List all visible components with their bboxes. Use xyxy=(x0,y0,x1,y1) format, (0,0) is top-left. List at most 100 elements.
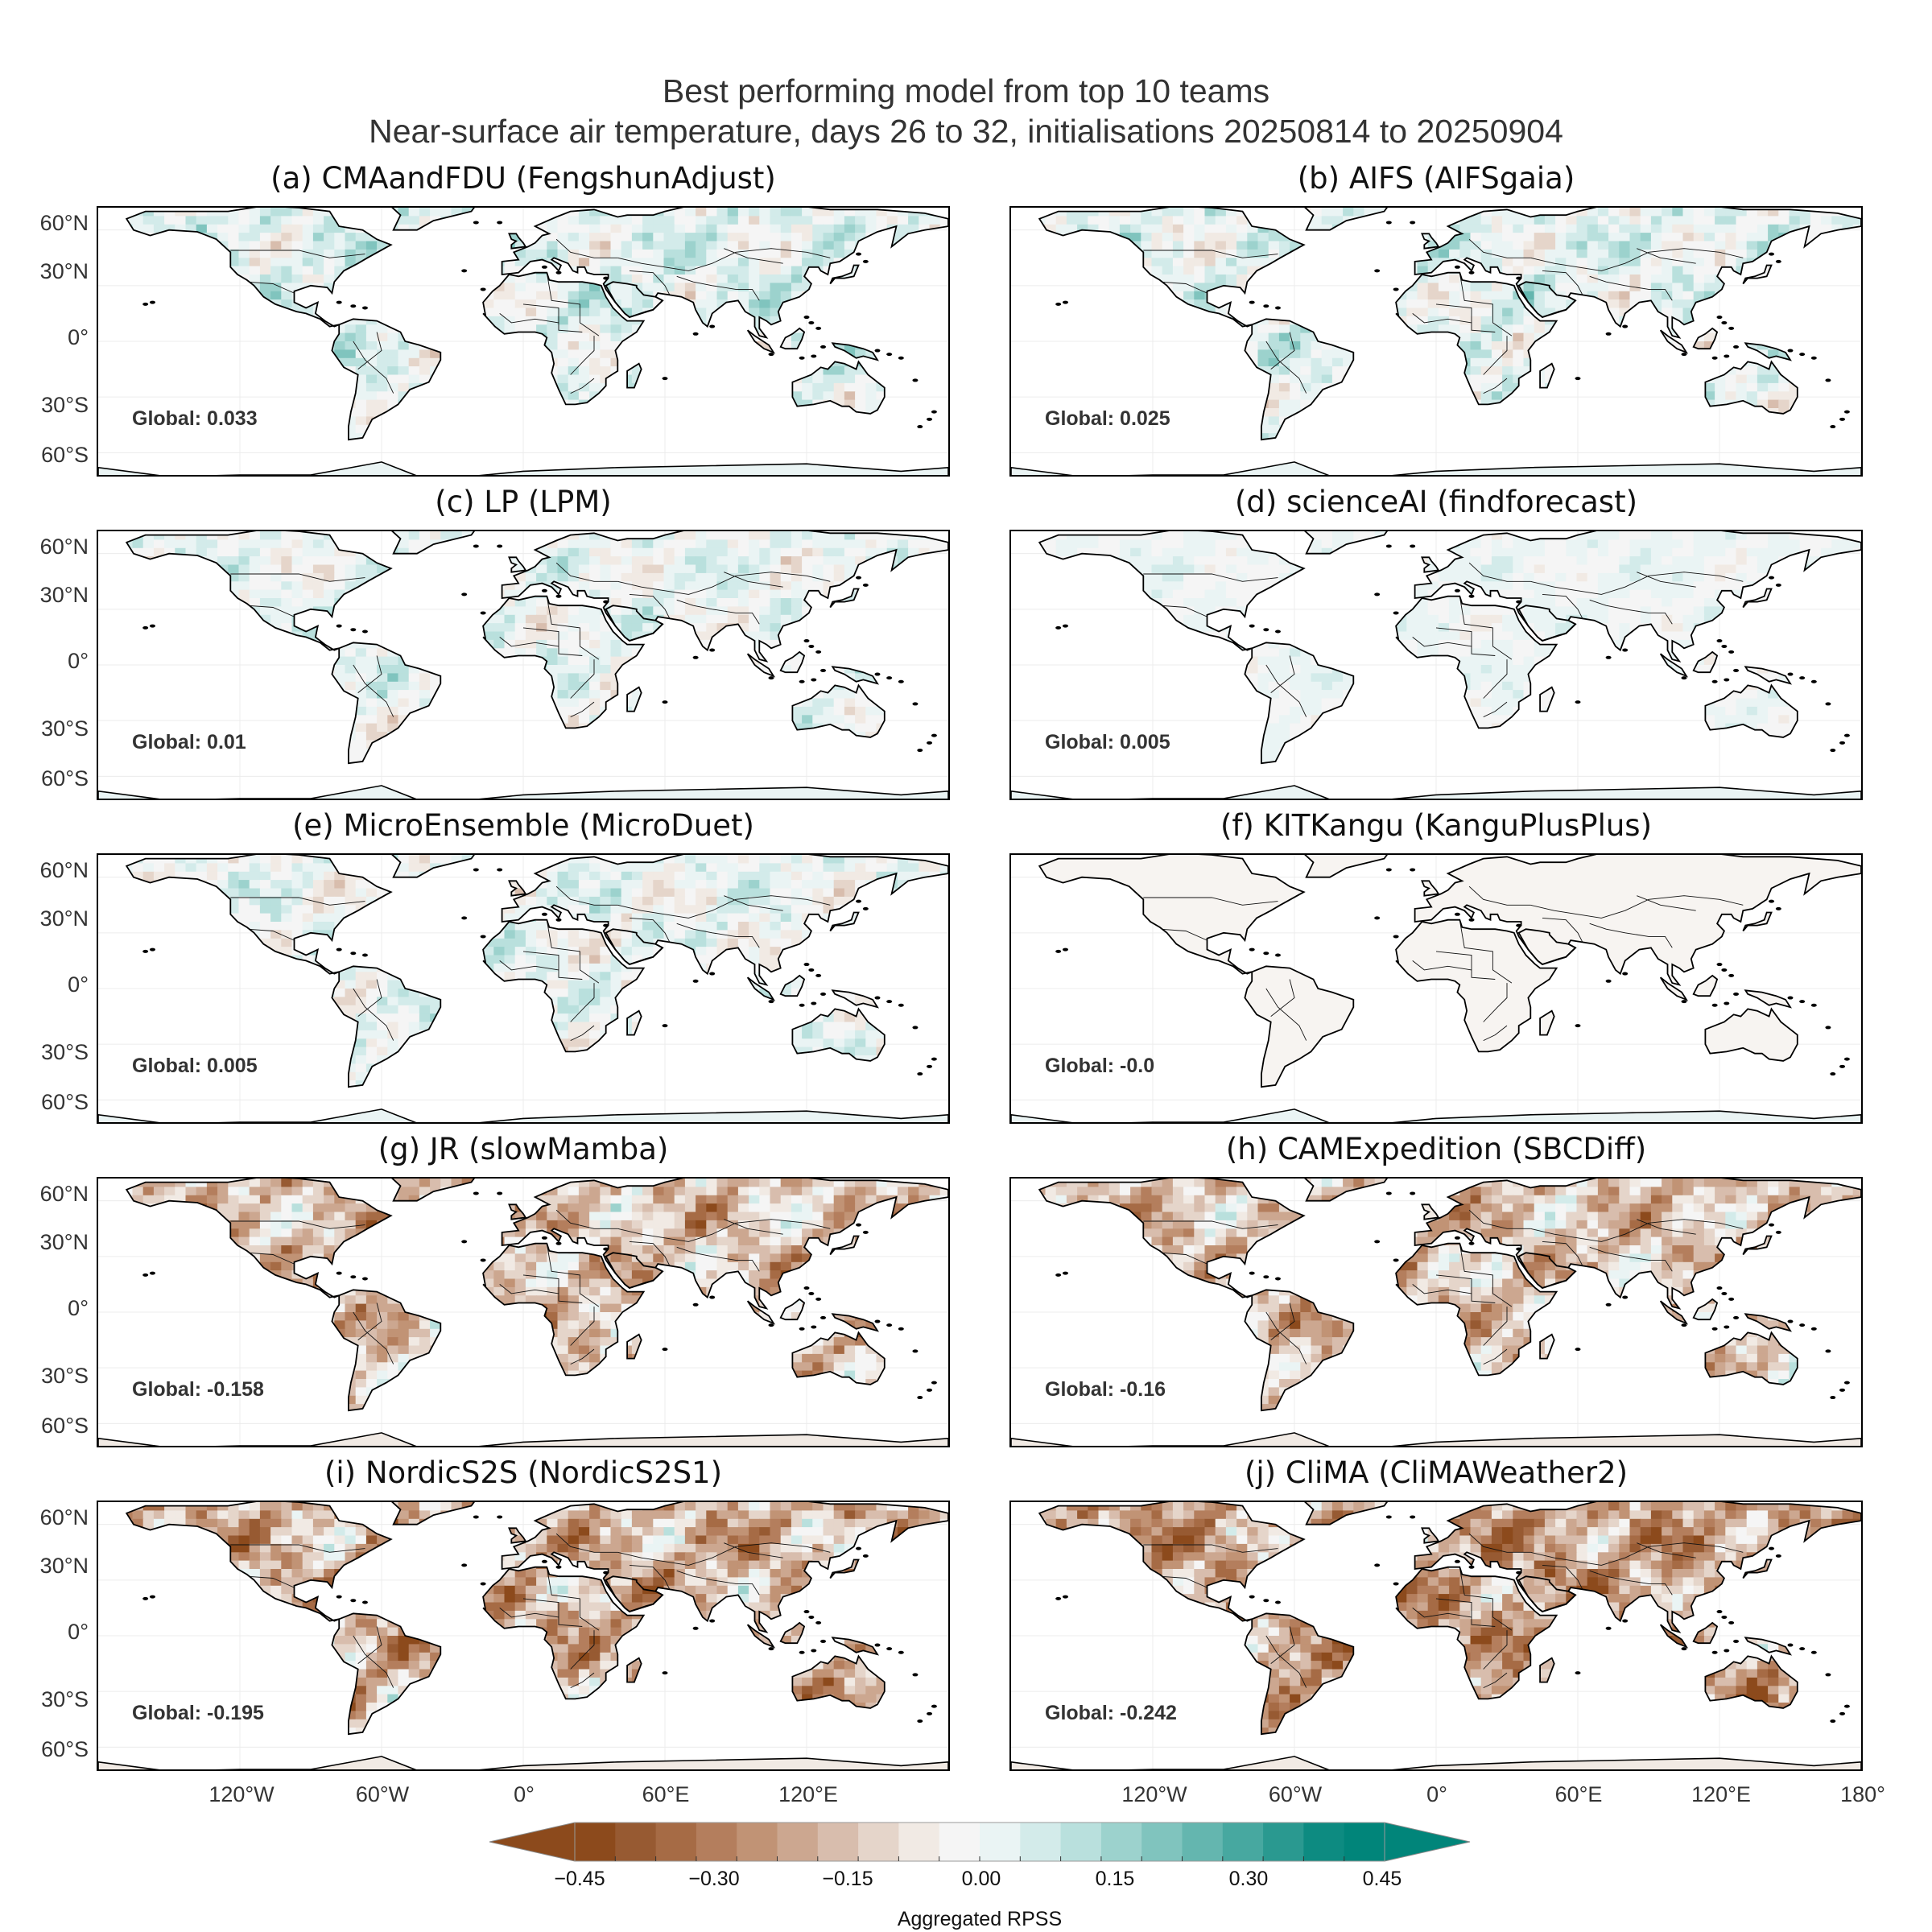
global-score: Global: -0.195 xyxy=(132,1702,264,1725)
antarctica-shape xyxy=(1011,1756,1861,1769)
country-borders xyxy=(230,1533,831,1689)
global-score: Global: -0.16 xyxy=(1045,1378,1166,1402)
map-frame xyxy=(1009,853,1863,1124)
colorbar-segment xyxy=(980,1823,1021,1861)
map-frame xyxy=(97,1177,950,1447)
panel-title: (h) CAMExpedition (SBCDiff) xyxy=(1009,1132,1863,1166)
lat-tick: 30°S xyxy=(0,716,89,741)
colorbar-segment xyxy=(1060,1823,1102,1861)
colorbar-segment xyxy=(615,1823,657,1861)
coastlines xyxy=(125,531,948,765)
panel-title: (j) CliMA (CliMAWeather2) xyxy=(1009,1455,1863,1490)
map-frame xyxy=(97,853,950,1124)
antarctica-shape xyxy=(98,461,948,475)
lat-tick: 30°N xyxy=(0,1230,89,1255)
colorbar-segment xyxy=(1222,1823,1264,1861)
country-borders xyxy=(230,1209,831,1365)
colorbar-tick: 0.00 xyxy=(933,1868,1030,1891)
antarctica-shape xyxy=(1011,1432,1861,1446)
lat-tick: 60°S xyxy=(0,443,89,468)
country-borders xyxy=(230,886,831,1042)
colorbar-segment xyxy=(1020,1823,1062,1861)
colorbar-extend-high xyxy=(1384,1822,1471,1862)
lat-tick: 0° xyxy=(0,1620,89,1645)
lat-tick: 0° xyxy=(0,1296,89,1321)
global-score: Global: 0.005 xyxy=(132,1055,258,1078)
global-score: Global: 0.025 xyxy=(1045,407,1170,431)
panel-title: (c) LP (LPM) xyxy=(97,485,950,519)
figure-title: Best performing model from top 10 teams … xyxy=(0,71,1932,151)
colorbar-segment xyxy=(1303,1823,1345,1861)
colorbar-segment xyxy=(1182,1823,1224,1861)
coastlines xyxy=(1038,1179,1861,1412)
world-map xyxy=(98,208,948,475)
coastlines xyxy=(125,208,948,441)
colorbar-segment xyxy=(858,1823,899,1861)
lat-tick: 30°S xyxy=(0,1040,89,1065)
panel-title: (e) MicroEnsemble (MicroDuet) xyxy=(97,808,950,843)
colorbar-segment xyxy=(777,1823,819,1861)
lat-tick: 30°S xyxy=(0,1687,89,1712)
antarctica-shape xyxy=(98,1108,948,1122)
country-borders xyxy=(1143,1209,1744,1365)
colorbar-segment xyxy=(1263,1823,1304,1861)
lon-tick-right: 60°W xyxy=(1247,1782,1344,1807)
colorbar-segment xyxy=(575,1823,616,1861)
panel-title: (b) AIFS (AIFSgaia) xyxy=(1009,161,1863,196)
map-frame xyxy=(1009,1501,1863,1771)
world-map xyxy=(1011,531,1861,799)
antarctica-shape xyxy=(98,1756,948,1769)
colorbar-label: Aggregated RPSS xyxy=(0,1908,1932,1931)
map-panel-j: (j) CliMA (CliMAWeather2) Global: -0.242 xyxy=(1009,1455,1863,1771)
colorbar-segment xyxy=(696,1823,737,1861)
lat-tick: 30°N xyxy=(0,583,89,608)
lat-tick: 30°S xyxy=(0,393,89,418)
colorbar-segment xyxy=(655,1823,697,1861)
coastlines xyxy=(1038,531,1861,765)
lat-tick: 60°S xyxy=(0,1414,89,1439)
antarctica-shape xyxy=(1011,785,1861,799)
lat-tick: 60°S xyxy=(0,1737,89,1762)
world-map xyxy=(1011,1502,1861,1769)
figure-title-line-2: Near-surface air temperature, days 26 to… xyxy=(0,111,1932,151)
lon-tick-left: 120°W xyxy=(193,1782,290,1807)
lat-tick: 30°N xyxy=(0,259,89,284)
map-frame xyxy=(97,530,950,800)
colorbar-segment xyxy=(817,1823,859,1861)
lat-tick: 30°N xyxy=(0,906,89,931)
global-score: Global: 0.005 xyxy=(1045,731,1170,754)
coastlines xyxy=(1038,208,1861,441)
coastlines xyxy=(125,855,948,1088)
coastlines xyxy=(1038,1502,1861,1736)
colorbar-tick: 0.15 xyxy=(1067,1868,1163,1891)
world-map xyxy=(98,855,948,1122)
colorbar-segment xyxy=(737,1823,778,1861)
global-score: Global: 0.033 xyxy=(132,407,258,431)
antarctica-shape xyxy=(98,785,948,799)
figure-title-line-1: Best performing model from top 10 teams xyxy=(0,71,1932,111)
colorbar-segment xyxy=(898,1823,940,1861)
lon-tick-right: 0° xyxy=(1389,1782,1485,1807)
map-frame xyxy=(1009,530,1863,800)
colorbar-segment xyxy=(1100,1823,1142,1861)
map-panel-b: (b) AIFS (AIFSgaia) Global: 0.025 xyxy=(1009,161,1863,477)
world-map xyxy=(1011,855,1861,1122)
coastlines xyxy=(125,1179,948,1412)
lat-tick: 0° xyxy=(0,325,89,350)
global-score: Global: 0.01 xyxy=(132,731,246,754)
map-panel-h: (h) CAMExpedition (SBCDiff) Global: -0.1… xyxy=(1009,1132,1863,1447)
panel-title: (a) CMAandFDU (FengshunAdjust) xyxy=(97,161,950,196)
country-borders xyxy=(230,238,831,394)
country-borders xyxy=(1143,562,1744,718)
global-score: Global: -0.242 xyxy=(1045,1702,1177,1725)
colorbar-tick: −0.15 xyxy=(799,1868,896,1891)
panel-title: (g) JR (slowMamba) xyxy=(97,1132,950,1166)
colorbar-tick: −0.30 xyxy=(666,1868,762,1891)
lat-tick: 60°S xyxy=(0,766,89,791)
global-score: Global: -0.158 xyxy=(132,1378,264,1402)
world-map xyxy=(1011,1179,1861,1446)
colorbar-segment xyxy=(1344,1823,1385,1861)
lon-tick-left: 60°W xyxy=(334,1782,431,1807)
world-map xyxy=(98,531,948,799)
lat-tick: 30°S xyxy=(0,1364,89,1389)
